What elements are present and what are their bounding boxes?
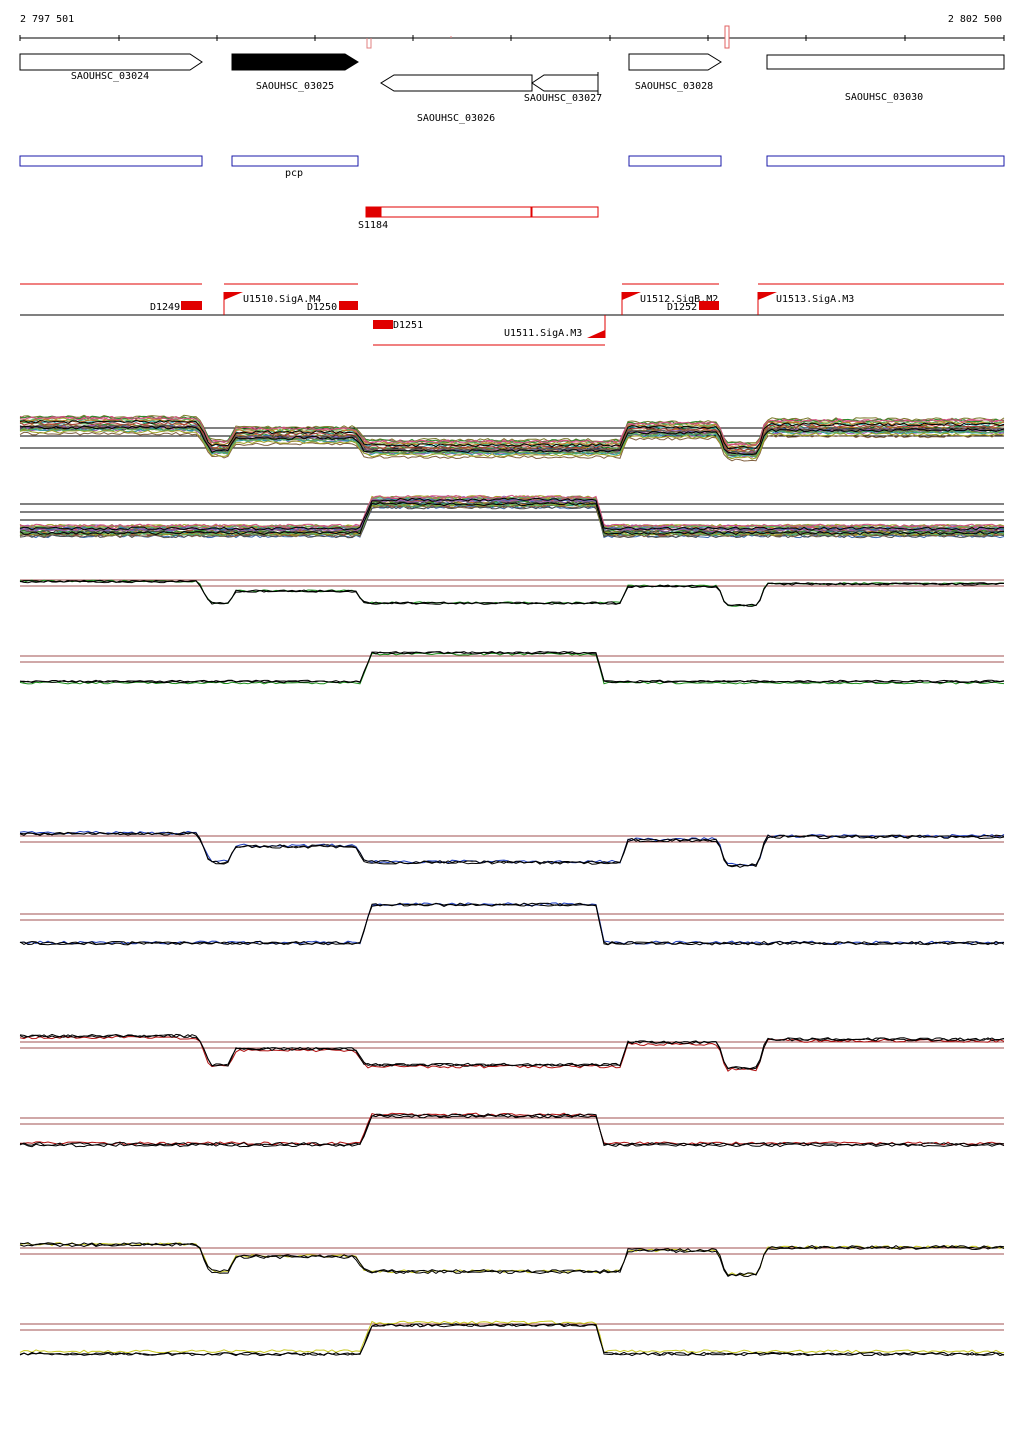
reg-label-d1251: D1251 [393,320,423,331]
regulatory-track: D1249 U1510.SigA.M4 D1250 D1251 U1511.Si… [20,283,1004,346]
reg-box-d1251[interactable] [373,320,393,329]
yellow-plus [19,1242,1005,1278]
heatmap-plus-series-7 [19,431,1005,462]
promoter-flag-u1512[interactable] [622,292,641,300]
promoter-flag-u1511[interactable] [587,330,605,338]
gene-label-saouhsc-03025: SAOUHSC_03025 [256,81,334,92]
heatmap-plus-series-23 [19,427,1005,457]
reg-label-u1512: U1512.SigB.M2 [640,294,718,305]
yellow-plus-series-1 [19,1242,1005,1277]
ruler-mark-3 [724,25,730,49]
reg-label-u1511: U1511.SigA.M3 [504,328,582,339]
heatmap-minus-series-21 [19,494,1005,528]
red-feature-s1184-tail[interactable] [531,206,599,218]
blue-box-4[interactable] [766,155,1005,167]
heatmap-plus-series-14 [19,421,1005,452]
blue-feature-track: pcp [19,155,1005,179]
blue-minus [19,902,1005,946]
gene-label-saouhsc-03027: SAOUHSC_03027 [524,93,602,104]
red-plus [19,1033,1005,1072]
blue-minus-series-2 [19,902,1005,946]
yellow-minus [19,1320,1005,1357]
coord-start-label: 2 797 501 [20,14,74,25]
gene-label-saouhsc-03024: SAOUHSC_03024 [71,71,149,82]
reg-label-u1513: U1513.SigA.M3 [776,294,854,305]
green-minus-series-2 [19,651,1005,684]
ruler-ticks [19,35,1005,41]
heatmap-plus-series-20 [19,429,1005,460]
heatmap-minus [19,494,1005,539]
heatmap-minus-series-24 [19,502,1004,536]
reg-label-u1510: U1510.SigA.M4 [243,294,321,305]
green-plus [19,579,1005,607]
reg-label-d1249: D1249 [150,302,180,313]
red-feature-s1184-head[interactable] [365,206,382,218]
green-minus-series-0 [19,652,1005,685]
gene-box-saouhsc-03030[interactable] [766,54,1005,70]
reg-box-d1250[interactable] [339,301,358,310]
heatmap-plus-series-21 [19,416,1005,447]
promoter-flag-u1513[interactable] [758,292,777,300]
coord-end-label: 2 802 500 [948,14,1002,25]
red-minus-series-2 [19,1113,1005,1147]
heatmap-plus [19,414,1005,462]
heatmap-plus-series-0 [19,414,1005,444]
reg-label-d1250: D1250 [307,302,337,313]
gene-arrow-saouhsc-03028[interactable] [628,53,722,71]
blue-minus-series-0 [19,902,1005,945]
gene-label-saouhsc-03030: SAOUHSC_03030 [845,92,923,103]
red-plus-series-2 [19,1033,1005,1070]
reg-box-d1252[interactable] [699,301,719,310]
yellow-plus-series-2 [19,1243,1005,1278]
gene-label-saouhsc-03026: SAOUHSC_03026 [417,113,495,124]
reg-label-d1252: D1252 [667,302,697,313]
red-feature-label-s1184: S1184 [358,220,388,231]
blue-minus-series-1 [19,902,1005,945]
blue-box-label-pcp: pcp [285,168,303,179]
heatmap-minus-series-15 [19,498,1005,531]
blue-plus-series-2 [19,831,1005,868]
yellow-minus-series-2 [19,1323,1005,1356]
blue-box-1[interactable] [19,155,203,167]
gene-label-saouhsc-03028: SAOUHSC_03028 [635,81,713,92]
heatmap-plus-series-13 [19,415,1005,446]
promoter-flag-u1510[interactable] [224,292,243,300]
expression-tracks [19,414,1005,1357]
gene-track: SAOUHSC_03024 SAOUHSC_03025 SAOUHSC_0302… [19,25,1005,124]
yellow-minus-series-0 [19,1320,1005,1354]
heatmap-minus-series-11 [19,496,1005,530]
red-minus-series-1 [19,1114,1005,1148]
heatmap-plus-series-24 [19,419,1005,450]
blue-plus-series-1 [19,831,1005,868]
blue-box-3[interactable] [628,155,722,167]
gene-arrow-saouhsc-03027[interactable] [531,74,599,92]
heatmap-minus-series-23 [19,503,1005,537]
gene-arrow-saouhsc-03026[interactable] [380,74,533,92]
yellow-minus-series-1 [19,1323,1005,1357]
red-feature-track: S1184 [358,206,599,231]
gene-arrow-saouhsc-03024[interactable] [19,53,203,71]
green-plus-series-2 [19,579,1005,607]
red-minus [19,1112,1005,1148]
gene-arrow-saouhsc-03025[interactable] [231,53,359,71]
green-minus [19,650,1005,685]
heatmap-minus-series-25 [19,497,1005,531]
red-feature-s1184-body[interactable] [380,206,532,218]
reg-box-d1249[interactable] [181,301,202,310]
heatmap-plus-series-25 [19,425,1005,456]
blue-box-pcp[interactable] [231,155,359,167]
red-minus-series-0 [19,1112,1005,1146]
ruler-mark-1 [366,38,372,49]
blue-plus [19,830,1005,868]
coordinate-ruler: 2 797 501 2 802 500 [19,14,1005,41]
